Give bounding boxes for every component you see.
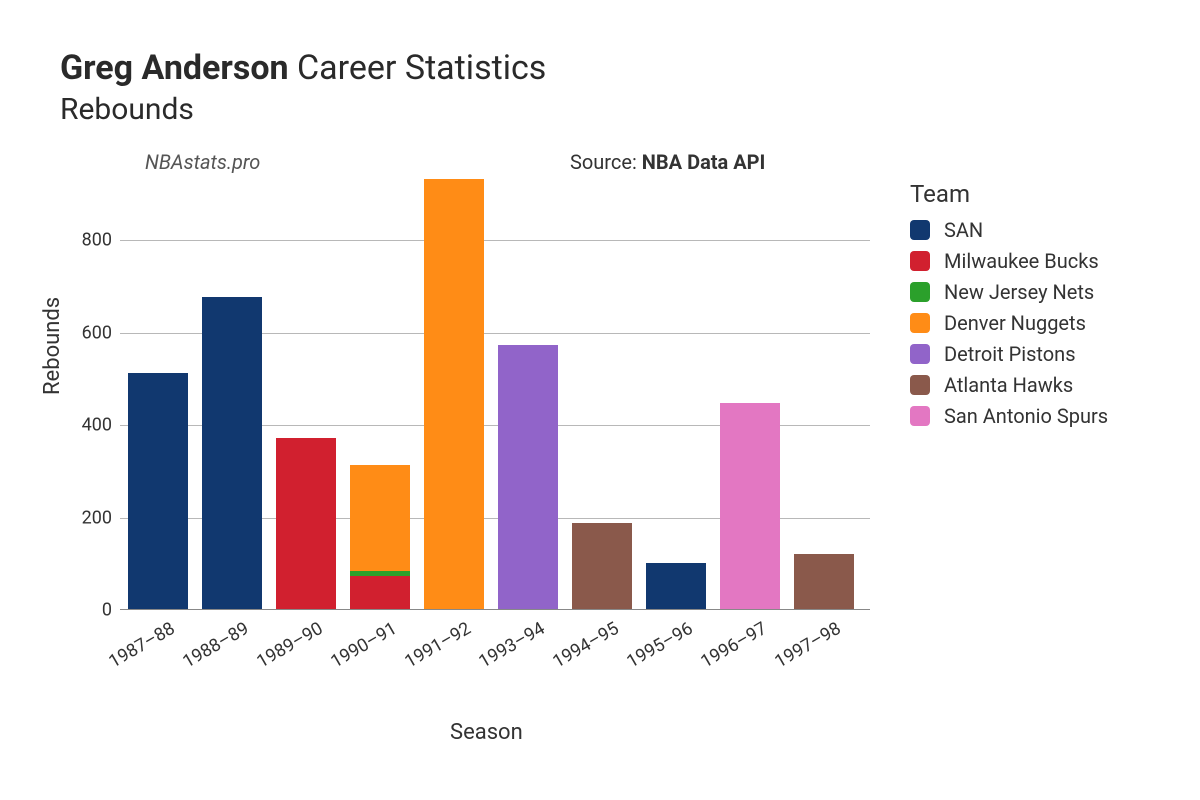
bar-segment (350, 571, 410, 576)
legend-swatch (910, 220, 930, 240)
y-tick-label: 0 (52, 600, 112, 621)
bar-segment (128, 373, 188, 609)
legend-item: SAN (910, 218, 1108, 242)
legend-item: San Antonio Spurs (910, 404, 1108, 428)
y-tick-label: 200 (52, 507, 112, 528)
legend-item: Detroit Pistons (910, 342, 1108, 366)
bar-segment (572, 523, 632, 609)
legend: Team SAN Milwaukee Bucks New Jersey Nets De… (910, 180, 1108, 435)
legend-label: SAN (944, 218, 983, 242)
y-axis-title: Rebounds (40, 297, 65, 395)
x-axis-title: Season (450, 720, 523, 745)
player-name: Greg Anderson (60, 48, 289, 88)
legend-items: SAN Milwaukee Bucks New Jersey Nets Denver … (910, 218, 1108, 428)
legend-item: New Jersey Nets (910, 280, 1108, 304)
bar-segment (202, 297, 262, 609)
gridline (120, 240, 870, 241)
attribution-label: NBAstats.pro (145, 150, 260, 174)
bar-segment (646, 563, 706, 609)
bar-segment (498, 345, 558, 609)
legend-swatch (910, 406, 930, 426)
legend-title: Team (910, 180, 1108, 208)
legend-label: Atlanta Hawks (944, 373, 1073, 397)
legend-label: San Antonio Spurs (944, 404, 1108, 428)
legend-item: Milwaukee Bucks (910, 249, 1108, 273)
bar-segment (350, 576, 410, 609)
legend-swatch (910, 282, 930, 302)
title-suffix: Career Statistics (297, 48, 546, 88)
plot-region: 02004006008001987–881988–891989–901990–9… (120, 180, 870, 610)
bar-segment (424, 179, 484, 609)
chart-title: Greg Anderson Career Statistics (60, 48, 1160, 88)
source-label: Source: NBA Data API (570, 150, 765, 174)
legend-item: Atlanta Hawks (910, 373, 1108, 397)
source-prefix: Source: (570, 150, 637, 174)
chart-title-block: Greg Anderson Career Statistics Rebounds (60, 48, 1160, 127)
chart-subtitle: Rebounds (60, 92, 1160, 127)
legend-swatch (910, 375, 930, 395)
y-tick-label: 800 (52, 230, 112, 251)
bar-segment (276, 438, 336, 609)
legend-label: Milwaukee Bucks (944, 249, 1099, 273)
legend-label: Denver Nuggets (944, 311, 1086, 335)
y-tick-label: 400 (52, 415, 112, 436)
legend-swatch (910, 313, 930, 333)
chart-plot-area: 02004006008001987–881988–891989–901990–9… (120, 180, 870, 610)
legend-label: New Jersey Nets (944, 280, 1094, 304)
bar-segment (720, 403, 780, 609)
legend-label: Detroit Pistons (944, 342, 1076, 366)
bar-segment (350, 465, 410, 571)
bar-segment (794, 554, 854, 609)
legend-item: Denver Nuggets (910, 311, 1108, 335)
source-name: NBA Data API (642, 150, 766, 174)
legend-swatch (910, 251, 930, 271)
legend-swatch (910, 344, 930, 364)
